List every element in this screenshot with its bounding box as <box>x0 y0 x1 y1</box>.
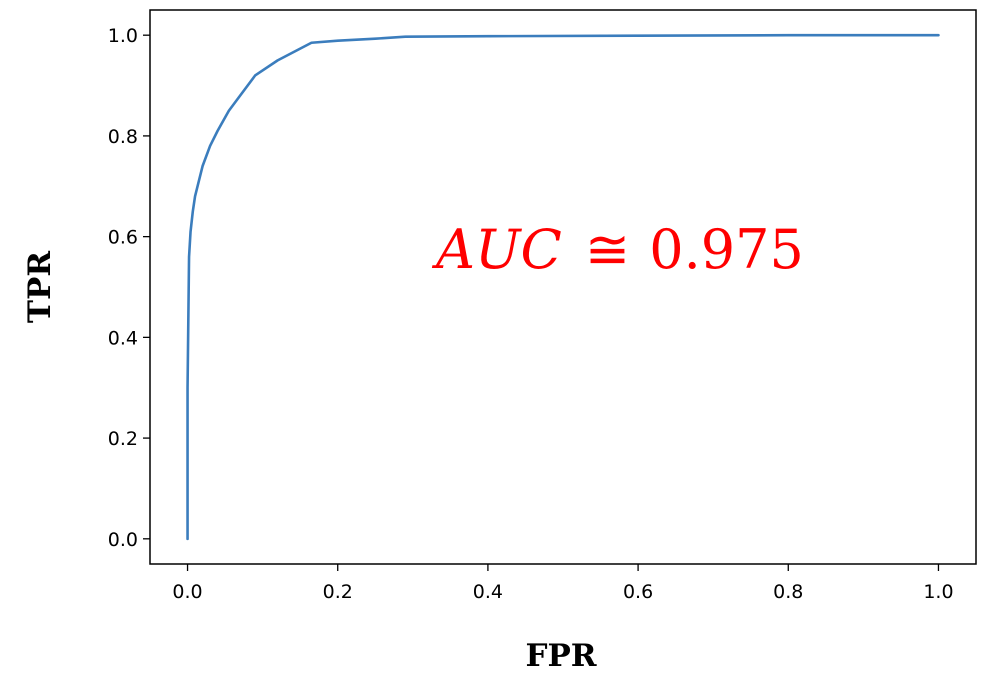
y-axis-ticks: 0.0 0.2 0.4 0.6 0.8 1.0 <box>108 25 150 551</box>
y-tick-label: 0.4 <box>108 327 138 349</box>
y-tick-label: 0.8 <box>108 126 138 148</box>
y-tick-label: 0.0 <box>108 529 138 551</box>
x-tick-label: 0.8 <box>773 581 803 603</box>
auc-annotation: AUC ≅ 0.975 <box>431 218 804 281</box>
roc-curve-line <box>186 33 940 541</box>
x-tick-label: 1.0 <box>923 581 953 603</box>
x-tick-label: 0.0 <box>172 581 202 603</box>
auc-annotation-var: AUC <box>431 218 562 281</box>
x-tick-label: 0.6 <box>623 581 653 603</box>
auc-annotation-value: 0.975 <box>649 218 804 281</box>
x-tick-label: 0.4 <box>473 581 503 603</box>
y-axis-title: TPR <box>22 251 58 323</box>
y-tick-label: 1.0 <box>108 25 138 47</box>
x-tick-label: 0.2 <box>323 581 353 603</box>
y-tick-label: 0.2 <box>108 428 138 450</box>
plot-frame <box>149 9 977 565</box>
auc-annotation-op: ≅ <box>585 218 630 281</box>
x-axis-title: FPR <box>525 638 596 674</box>
x-axis-ticks: 0.0 0.2 0.4 0.6 0.8 1.0 <box>172 564 954 603</box>
y-tick-label: 0.6 <box>108 227 138 249</box>
